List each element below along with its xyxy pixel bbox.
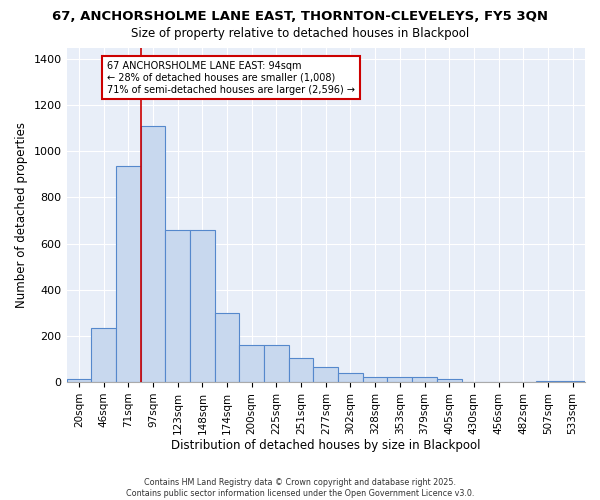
- Bar: [560, 381, 585, 382]
- Bar: [338, 374, 363, 382]
- Text: 67, ANCHORSHOLME LANE EAST, THORNTON-CLEVELEYS, FY5 3QN: 67, ANCHORSHOLME LANE EAST, THORNTON-CLE…: [52, 10, 548, 23]
- Text: 67 ANCHORSHOLME LANE EAST: 94sqm
← 28% of detached houses are smaller (1,008)
71: 67 ANCHORSHOLME LANE EAST: 94sqm ← 28% o…: [107, 62, 355, 94]
- Bar: [437, 380, 461, 382]
- Text: Size of property relative to detached houses in Blackpool: Size of property relative to detached ho…: [131, 28, 469, 40]
- Bar: [313, 367, 338, 382]
- X-axis label: Distribution of detached houses by size in Blackpool: Distribution of detached houses by size …: [171, 440, 481, 452]
- Bar: [215, 313, 239, 382]
- Bar: [239, 345, 264, 382]
- Bar: [536, 381, 560, 382]
- Bar: [412, 378, 437, 382]
- Bar: [67, 378, 91, 382]
- Bar: [289, 358, 313, 382]
- Bar: [140, 126, 165, 382]
- Text: Contains HM Land Registry data © Crown copyright and database right 2025.
Contai: Contains HM Land Registry data © Crown c…: [126, 478, 474, 498]
- Bar: [264, 345, 289, 382]
- Bar: [91, 328, 116, 382]
- Bar: [388, 378, 412, 382]
- Y-axis label: Number of detached properties: Number of detached properties: [15, 122, 28, 308]
- Bar: [165, 230, 190, 382]
- Bar: [190, 230, 215, 382]
- Bar: [116, 166, 140, 382]
- Bar: [363, 378, 388, 382]
